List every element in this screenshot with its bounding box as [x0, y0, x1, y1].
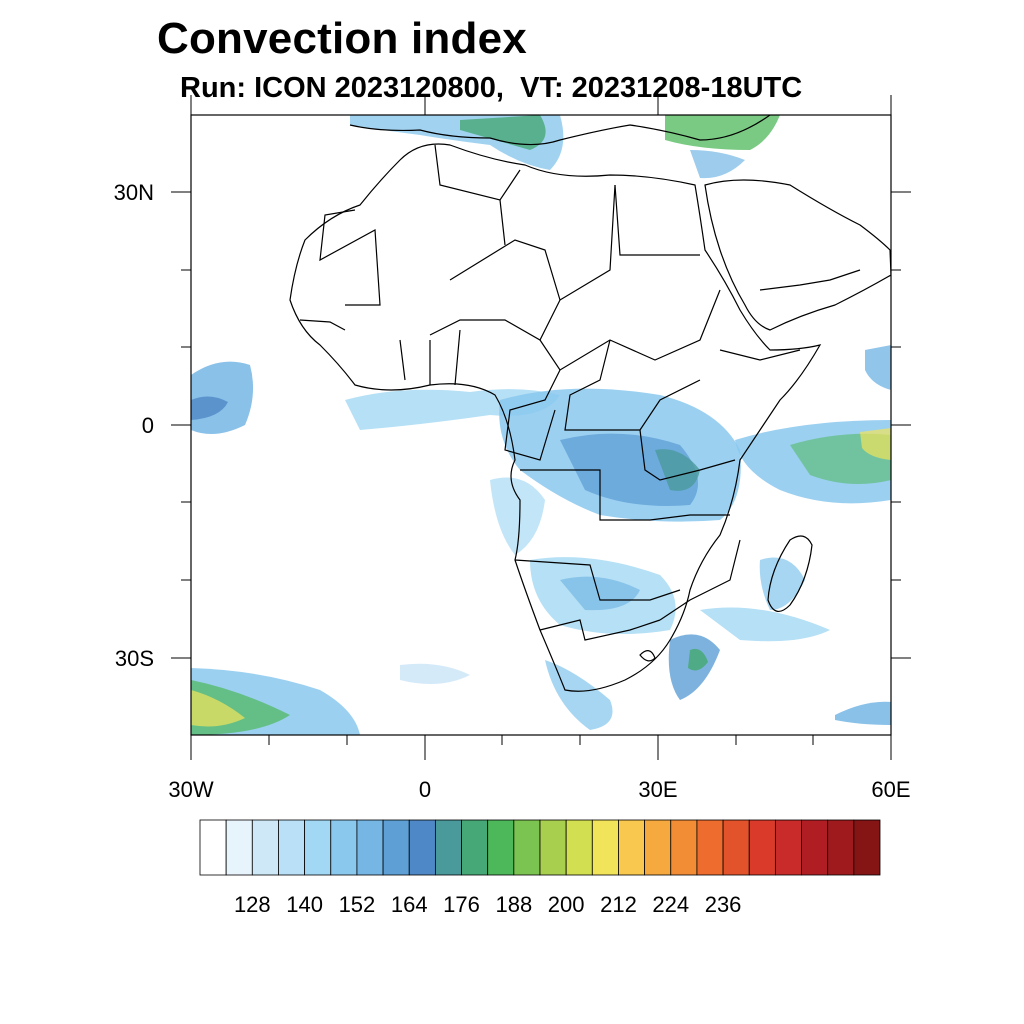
colorbar-tick-label: 140 — [286, 892, 323, 917]
colorbar-tick-label: 176 — [443, 892, 480, 917]
lon-label-60e: 60E — [871, 777, 910, 802]
colorbar-swatch — [278, 819, 306, 876]
field-patch — [545, 660, 613, 730]
field-patch — [688, 648, 708, 671]
colorbar-swatch — [356, 819, 384, 876]
field-patch — [191, 690, 245, 727]
colorbar-swatch — [748, 819, 776, 876]
colorbar-swatch — [304, 819, 332, 876]
field-patch — [460, 115, 546, 150]
colorbar-swatch — [801, 819, 829, 876]
field-patch — [655, 449, 700, 491]
border — [639, 429, 736, 481]
border — [539, 619, 661, 641]
colorbar-swatch — [722, 819, 750, 876]
axis-ticks — [171, 95, 911, 760]
border — [299, 319, 346, 331]
field-patch — [759, 557, 805, 610]
europe-coastline — [349, 115, 771, 146]
colorbar: 128 140 152 164 176 188 200 212 224 236 — [199, 819, 881, 917]
colorbar-swatch — [618, 819, 646, 876]
field-patch — [400, 663, 470, 684]
border — [719, 349, 801, 361]
colorbar-tick-label: 200 — [548, 892, 585, 917]
colorbar-swatch — [774, 819, 802, 876]
field-patch — [191, 396, 228, 420]
colorbar-tick-label: 164 — [391, 892, 428, 917]
colorbar-swatch — [565, 819, 593, 876]
border — [499, 199, 506, 246]
colorbar-swatch — [461, 819, 489, 876]
border — [659, 539, 741, 621]
colorbar-swatch — [434, 819, 462, 876]
run-info-subtitle: Run: ICON 2023120800, VT: 20231208-18UTC — [180, 72, 803, 104]
border — [639, 650, 656, 662]
lat-label-30s: 30S — [115, 646, 154, 671]
colorbar-swatch — [513, 819, 541, 876]
border — [564, 339, 701, 431]
colorbar-swatch — [644, 819, 672, 876]
colorbar-swatch — [670, 819, 698, 876]
colorbar-tick-label: 152 — [339, 892, 376, 917]
lon-label-30e: 30E — [638, 777, 677, 802]
colorbar-swatch — [827, 819, 855, 876]
border — [434, 144, 521, 201]
colorbar-tick-label: 188 — [495, 892, 532, 917]
lat-label-30n: 30N — [114, 180, 154, 205]
field-patch — [665, 115, 780, 150]
lat-label-0: 0 — [142, 413, 154, 438]
colorbar-swatch — [853, 819, 881, 876]
convection-field — [191, 115, 891, 735]
border — [449, 184, 616, 301]
colorbar-swatch — [251, 819, 279, 876]
field-patch — [865, 345, 891, 390]
arabia-coastline — [704, 179, 891, 331]
field-patch — [860, 428, 891, 460]
colorbar-tick-label: 224 — [652, 892, 689, 917]
colorbar-swatch — [382, 819, 410, 876]
colorbar-swatch — [408, 819, 436, 876]
border — [399, 329, 461, 386]
field-patch — [835, 701, 891, 725]
colorbar-swatch — [225, 819, 253, 876]
field-patch — [560, 576, 640, 611]
map-title: Convection index — [157, 14, 527, 63]
colorbar-tick-label: 212 — [600, 892, 637, 917]
field-patch — [690, 150, 745, 179]
border — [614, 184, 700, 256]
colorbar-swatch — [330, 819, 358, 876]
border — [759, 269, 861, 291]
lon-label-30w: 30W — [168, 777, 213, 802]
madagascar-coastline — [767, 535, 813, 612]
colorbar-swatch — [591, 819, 619, 876]
border — [514, 559, 681, 601]
colorbar-swatch — [487, 819, 515, 876]
colorbar-swatch — [539, 819, 567, 876]
border — [429, 299, 561, 341]
colorbar-swatch — [696, 819, 724, 876]
coastlines — [289, 115, 891, 692]
field-patch — [700, 607, 830, 642]
field-patch — [490, 477, 545, 555]
colorbar-tick-label: 236 — [705, 892, 742, 917]
border — [539, 289, 721, 371]
lon-label-0: 0 — [419, 777, 431, 802]
border — [319, 209, 381, 306]
border — [504, 369, 561, 461]
colorbar-swatch — [199, 819, 227, 876]
colorbar-tick-label: 128 — [234, 892, 271, 917]
border — [520, 469, 730, 521]
